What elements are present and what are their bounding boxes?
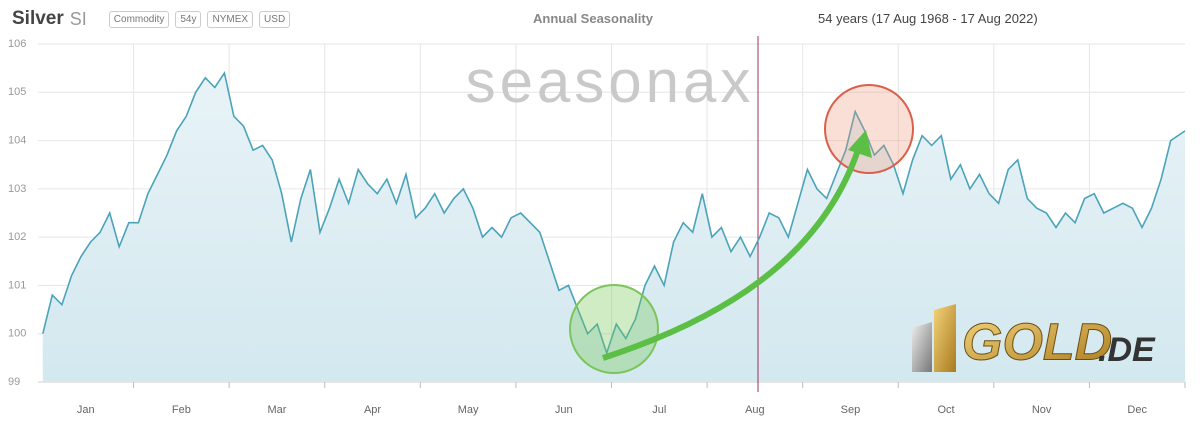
- y-tick-label: 99: [8, 376, 20, 388]
- x-tick-label: Nov: [1032, 404, 1052, 416]
- symbol: SI: [69, 8, 87, 29]
- trend-arrow: [602, 149, 861, 361]
- tag[interactable]: NYMEX: [207, 10, 254, 28]
- tag[interactable]: 54y: [175, 10, 202, 28]
- watermark: seasonax: [466, 48, 755, 115]
- x-tick-label: Oct: [937, 404, 954, 416]
- x-tick-label: Mar: [267, 404, 286, 416]
- x-tick-label: Aug: [745, 404, 765, 416]
- x-tick-label: Feb: [172, 404, 191, 416]
- tag[interactable]: USD: [259, 10, 291, 28]
- y-tick-label: 101: [8, 279, 26, 291]
- area: [42, 73, 1185, 382]
- logo-bar: [912, 322, 932, 372]
- high-highlight: [824, 84, 914, 174]
- subtitle: Annual Seasonality: [533, 11, 653, 26]
- x-tick-label: Dec: [1127, 404, 1147, 416]
- x-tick-label: Sep: [841, 404, 861, 416]
- y-tick-label: 102: [8, 231, 26, 243]
- logo-suffix: .DE: [1098, 331, 1156, 369]
- x-tick-label: Apr: [364, 404, 381, 416]
- y-tick-label: 105: [8, 86, 26, 98]
- tag[interactable]: Commodity: [108, 10, 170, 28]
- x-tick-label: Jun: [555, 404, 573, 416]
- y-tick-label: 100: [8, 328, 26, 340]
- header: Silver SI Commodity 54y NYMEX USD: [12, 8, 291, 30]
- logo-bar: [934, 304, 956, 372]
- line: [42, 70, 1186, 356]
- title: Silver: [12, 8, 64, 29]
- x-tick-label: Jul: [652, 404, 666, 416]
- y-tick-label: 103: [8, 183, 26, 195]
- logo-text: GOLD: [962, 314, 1112, 372]
- low-highlight: [569, 284, 659, 374]
- y-tick-label: 106: [8, 38, 26, 50]
- date-range: 54 years (17 Aug 1968 - 17 Aug 2022): [818, 11, 1038, 26]
- x-tick-label: May: [458, 404, 479, 416]
- x-tick-label: Jan: [77, 404, 95, 416]
- gold-logo: GOLD .DE: [912, 304, 1156, 372]
- arrow-head: [848, 130, 872, 158]
- y-tick-label: 104: [8, 134, 26, 146]
